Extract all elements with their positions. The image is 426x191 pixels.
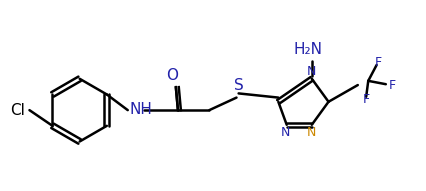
- Text: O: O: [165, 68, 177, 83]
- Text: N: N: [306, 126, 316, 139]
- Text: N: N: [306, 65, 316, 78]
- Text: NH: NH: [129, 102, 152, 117]
- Text: N: N: [280, 126, 290, 139]
- Text: F: F: [362, 93, 369, 106]
- Text: F: F: [374, 56, 381, 69]
- Text: H₂N: H₂N: [292, 42, 321, 57]
- Text: Cl: Cl: [10, 103, 25, 118]
- Text: S: S: [233, 79, 243, 93]
- Text: F: F: [388, 79, 395, 91]
